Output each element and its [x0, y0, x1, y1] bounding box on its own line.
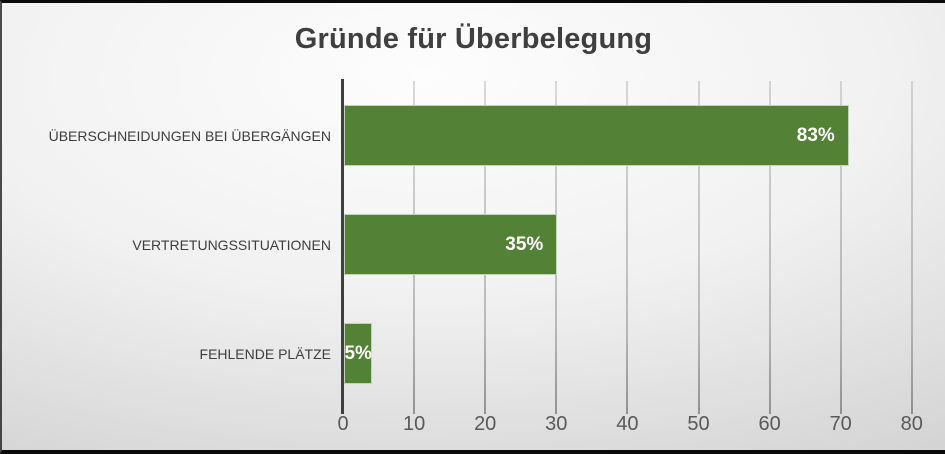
bar-1[interactable]: 83% — [344, 105, 849, 166]
bar-data-label: 35% — [505, 233, 544, 255]
gridline-80 — [910, 81, 913, 414]
chart-title: Gründe für Überbelegung — [294, 23, 653, 55]
plot-area: 83% 35% 5% — [341, 79, 935, 414]
x-tick-label-0: 0 — [337, 413, 349, 435]
x-tick-label-70: 70 — [829, 413, 852, 435]
gridline-40 — [626, 81, 629, 414]
x-tick-label-20: 20 — [474, 413, 497, 435]
category-label-2: VERTRETUNGSSITUATIONEN — [132, 236, 331, 253]
bar-data-label: 83% — [796, 124, 835, 146]
gridline-50 — [697, 81, 700, 414]
x-tick-label-40: 40 — [616, 413, 639, 435]
gridline-60 — [768, 81, 771, 414]
x-tick-label-80: 80 — [900, 413, 923, 435]
bar-data-label: 5% — [344, 342, 372, 364]
x-tick-label-30: 30 — [545, 413, 568, 435]
bar-3[interactable]: 5% — [344, 323, 373, 384]
category-label-3: FEHLENDE PLÄTZE — [199, 345, 331, 362]
bar-2[interactable]: 35% — [344, 214, 558, 275]
category-label-1: ÜBERSCHNEIDUNGEN BEI ÜBERGÄNGEN — [48, 127, 331, 144]
x-tick-label-10: 10 — [402, 413, 426, 435]
x-tick-label-60: 60 — [758, 413, 781, 435]
y-axis-line — [341, 79, 344, 414]
x-tick-label-50: 50 — [687, 413, 710, 435]
gridline-70 — [839, 81, 842, 414]
